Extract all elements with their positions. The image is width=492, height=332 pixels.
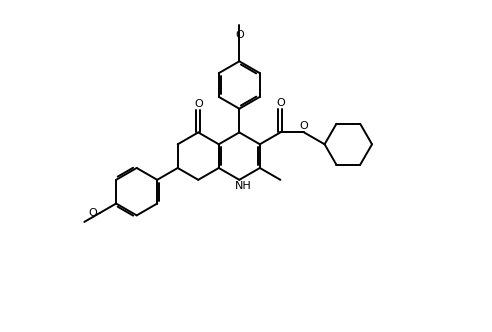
Text: O: O	[194, 99, 203, 109]
Text: O: O	[235, 30, 244, 40]
Text: O: O	[300, 122, 308, 131]
Text: O: O	[277, 98, 285, 108]
Text: NH: NH	[235, 181, 251, 191]
Text: O: O	[88, 208, 97, 218]
